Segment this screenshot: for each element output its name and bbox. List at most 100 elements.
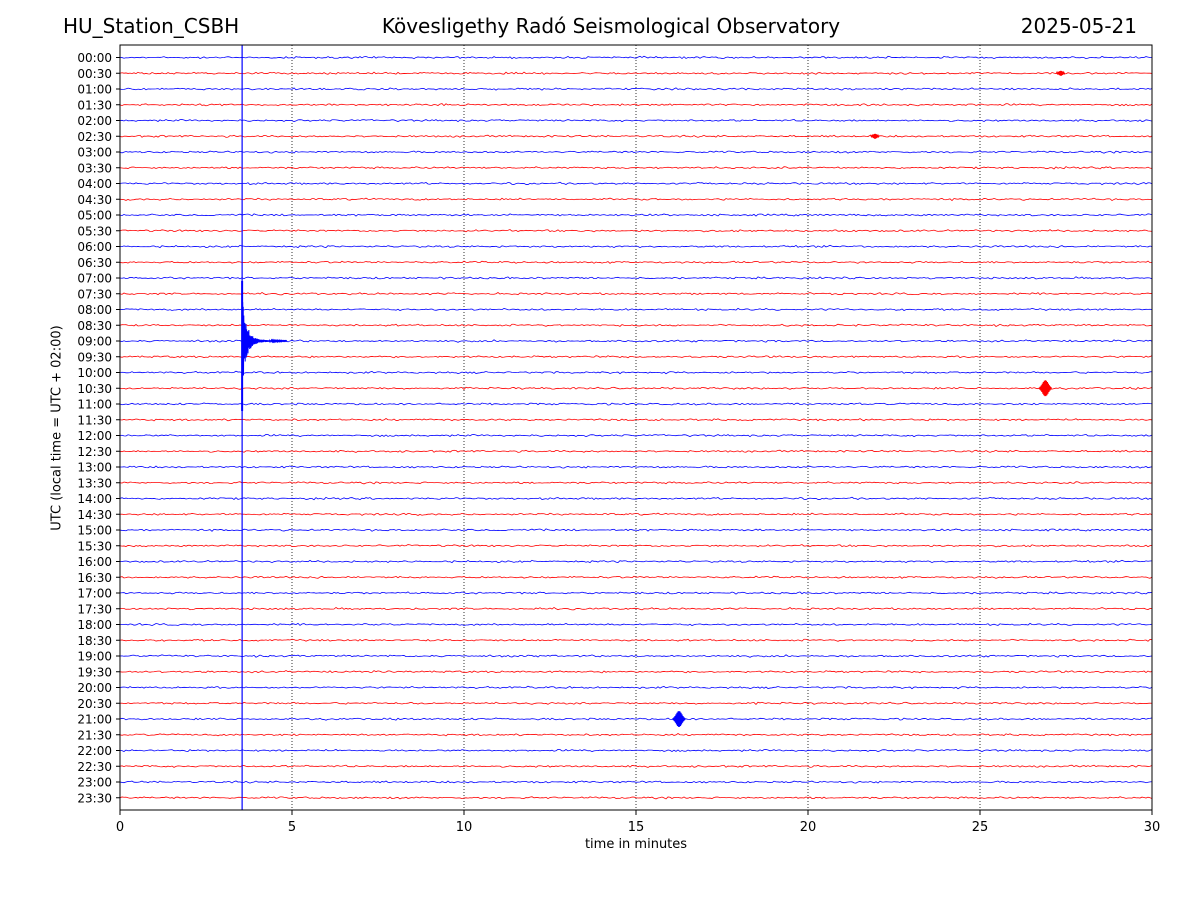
y-tick-label: 01:00 bbox=[77, 83, 112, 97]
x-tick-label: 5 bbox=[288, 820, 296, 835]
y-tick-label: 18:00 bbox=[77, 618, 112, 632]
trace-1530 bbox=[119, 544, 1153, 548]
y-axis-label: UTC (local time = UTC + 02:00) bbox=[49, 325, 65, 531]
x-tick-label: 15 bbox=[628, 820, 645, 835]
trace-0730 bbox=[119, 291, 1153, 296]
trace-2130 bbox=[119, 733, 1153, 737]
trace-1030 bbox=[119, 386, 1153, 390]
y-tick-label: 13:30 bbox=[77, 476, 112, 490]
y-tick-label: 22:00 bbox=[77, 744, 112, 758]
trace-0800 bbox=[119, 307, 1153, 311]
y-tick-label: 08:30 bbox=[77, 319, 112, 333]
y-tick-label: 00:30 bbox=[77, 67, 112, 81]
event-waveform bbox=[672, 710, 686, 727]
trace-2300 bbox=[119, 780, 1153, 784]
trace-1500 bbox=[119, 528, 1153, 532]
trace-0900 bbox=[119, 339, 1153, 343]
y-tick-label: 14:30 bbox=[77, 508, 112, 522]
y-tick-label: 23:30 bbox=[77, 791, 112, 805]
trace-1000 bbox=[119, 370, 1153, 375]
y-tick-label: 11:30 bbox=[77, 413, 112, 427]
y-tick-label: 19:00 bbox=[77, 650, 112, 664]
event-waveform bbox=[241, 302, 288, 376]
trace-0330 bbox=[119, 166, 1153, 170]
y-tick-label: 03:30 bbox=[77, 161, 112, 175]
chart-date: 2025-05-21 bbox=[1020, 14, 1137, 38]
y-tick-label: 00:00 bbox=[77, 51, 112, 65]
y-tick-label: 11:00 bbox=[77, 398, 112, 412]
y-tick-label: 15:00 bbox=[77, 524, 112, 538]
y-tick-label: 23:00 bbox=[77, 776, 112, 790]
trace-2000 bbox=[119, 685, 1153, 690]
y-tick-label: 12:30 bbox=[77, 445, 112, 459]
trace-0130 bbox=[119, 103, 1153, 107]
trace-1700 bbox=[119, 591, 1153, 595]
y-tick-label: 17:30 bbox=[77, 602, 112, 616]
trace-1730 bbox=[119, 606, 1153, 611]
y-tick-label: 16:30 bbox=[77, 571, 112, 585]
trace-0530 bbox=[119, 229, 1153, 233]
chart-title: Kövesligethy Radó Seismological Observat… bbox=[381, 14, 841, 38]
trace-0600 bbox=[119, 244, 1153, 249]
y-tick-label: 03:00 bbox=[77, 146, 112, 160]
station-name: HU_Station_CSBH bbox=[63, 14, 240, 38]
trace-1230 bbox=[119, 449, 1153, 453]
trace-2230 bbox=[119, 764, 1153, 768]
y-tick-label: 22:30 bbox=[77, 760, 112, 774]
trace-1630 bbox=[119, 575, 1153, 579]
y-tick-label: 18:30 bbox=[77, 634, 112, 648]
trace-2030 bbox=[119, 701, 1153, 705]
y-tick-label: 02:30 bbox=[77, 130, 112, 144]
y-tick-label: 02:00 bbox=[77, 114, 112, 128]
trace-0300 bbox=[119, 150, 1153, 154]
y-tick-label: 16:00 bbox=[77, 555, 112, 569]
y-tick-label: 14:00 bbox=[77, 492, 112, 506]
event-waveform bbox=[1056, 70, 1066, 76]
x-tick-label: 25 bbox=[972, 820, 989, 835]
y-tick-label: 07:30 bbox=[77, 287, 112, 301]
y-tick-label: 04:00 bbox=[77, 177, 112, 191]
x-tick-label: 20 bbox=[800, 820, 817, 835]
x-tick-label: 10 bbox=[456, 820, 473, 835]
trace-2200 bbox=[119, 748, 1153, 753]
trace-0430 bbox=[119, 197, 1153, 202]
x-axis: 0 5 10 15 20 25 30 bbox=[116, 810, 1160, 835]
trace-1800 bbox=[119, 622, 1153, 627]
trace-1430 bbox=[119, 512, 1153, 516]
trace-0400 bbox=[119, 181, 1153, 186]
y-tick-label: 13:00 bbox=[77, 461, 112, 475]
x-tick-label: 0 bbox=[116, 820, 124, 835]
y-tick-label: 05:30 bbox=[77, 224, 112, 238]
trace-2100 bbox=[119, 717, 1153, 721]
y-tick-label: 09:30 bbox=[77, 350, 112, 364]
trace-0500 bbox=[119, 213, 1153, 217]
y-tick-label: 04:30 bbox=[77, 193, 112, 207]
trace-1200 bbox=[119, 433, 1153, 438]
y-tick-label: 01:30 bbox=[77, 98, 112, 112]
event-waveform bbox=[1038, 380, 1052, 397]
trace-2330 bbox=[119, 796, 1153, 800]
trace-0630 bbox=[119, 260, 1153, 264]
trace-1600 bbox=[119, 559, 1153, 564]
event-waveform bbox=[870, 133, 880, 139]
x-axis-label: time in minutes bbox=[584, 837, 688, 852]
y-tick-label: 08:00 bbox=[77, 303, 112, 317]
y-tick-label: 10:00 bbox=[77, 366, 112, 380]
trace-0030 bbox=[119, 71, 1153, 75]
trace-0200 bbox=[119, 118, 1153, 123]
trace-1400 bbox=[119, 496, 1153, 501]
trace-0700 bbox=[119, 276, 1153, 280]
trace-0930 bbox=[119, 355, 1153, 359]
y-tick-label: 12:00 bbox=[77, 429, 112, 443]
trace-1100 bbox=[119, 402, 1153, 406]
trace-0000 bbox=[119, 55, 1153, 60]
trace-1330 bbox=[119, 481, 1153, 485]
trace-1900 bbox=[119, 654, 1153, 658]
y-tick-label: 19:30 bbox=[77, 665, 112, 679]
y-tick-label: 10:30 bbox=[77, 382, 112, 396]
y-tick-label: 20:00 bbox=[77, 681, 112, 695]
trace-0830 bbox=[119, 323, 1153, 327]
y-tick-label: 15:30 bbox=[77, 539, 112, 553]
y-tick-label: 21:00 bbox=[77, 713, 112, 727]
